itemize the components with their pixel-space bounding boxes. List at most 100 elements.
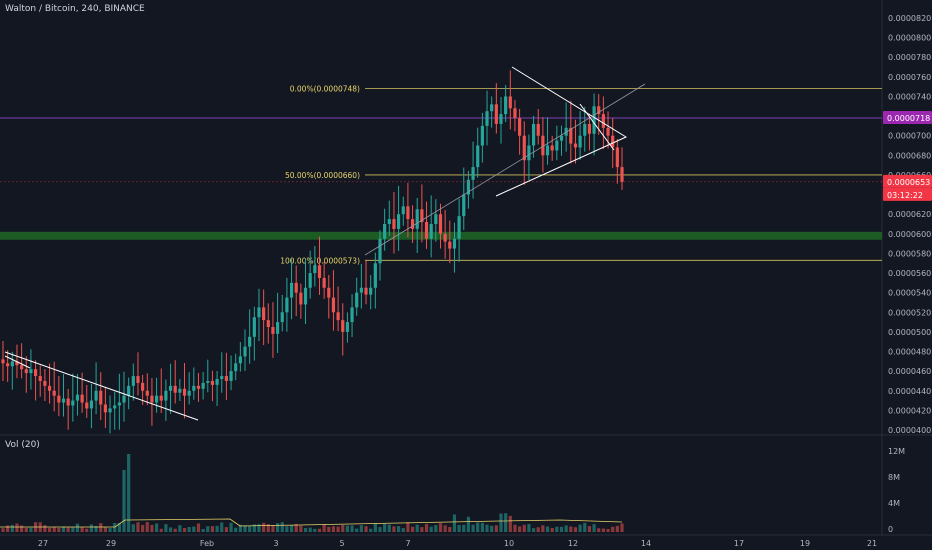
candle-body: [327, 287, 331, 298]
candle-body: [220, 376, 224, 379]
candle-body: [573, 143, 578, 148]
fib-label-f0: 0.00%(0.0000748): [290, 85, 360, 94]
volume-bar: [215, 525, 219, 532]
volume-bar: [429, 526, 433, 532]
volume-bar: [29, 527, 33, 532]
candle-body: [122, 395, 126, 403]
candle-body: [369, 287, 373, 295]
volume-bar: [220, 522, 224, 532]
downtrend-line-upper: [4, 355, 31, 369]
volume-bar: [141, 524, 145, 532]
price-tick-label: 0.0000500: [888, 328, 931, 337]
candle-body: [620, 167, 624, 182]
candle-body: [583, 123, 587, 136]
volume-bar: [66, 527, 70, 532]
candle-body: [61, 398, 66, 403]
price-axis[interactable]: 0.0000820 0.0000800 0.0000780 0.0000760 0.00…: [888, 14, 931, 435]
volume-bar: [527, 524, 531, 532]
volume-ma-line: [0, 518, 623, 528]
volume-bar: [322, 524, 326, 532]
candle-body: [508, 96, 512, 109]
time-tick-label: 17: [734, 539, 744, 548]
volume-bar: [52, 527, 56, 532]
volume-bar: [80, 527, 84, 532]
candle-body: [168, 385, 173, 391]
candle-body: [480, 125, 484, 146]
candle-body: [47, 385, 52, 391]
time-tick-label: Feb: [200, 539, 214, 548]
candle-body: [313, 265, 317, 274]
time-axis[interactable]: 27 29 Feb 3 5 7 10 12 14 17 19 21: [38, 539, 877, 548]
volume-bar: [578, 524, 582, 532]
candle-body: [578, 135, 582, 148]
candle-body: [33, 369, 38, 377]
candle-body: [415, 209, 419, 229]
candle-body: [294, 282, 298, 293]
price-tick-label: 0.0000460: [888, 367, 931, 376]
volume-bar: [592, 524, 596, 532]
time-tick-label: 3: [273, 539, 278, 548]
candle-body: [113, 405, 117, 409]
candle-body: [131, 376, 135, 386]
volume-bar: [178, 525, 182, 532]
volume-bar: [75, 523, 80, 532]
candle-body: [285, 297, 289, 313]
volume-bars: [0, 454, 624, 532]
candle-body: [397, 214, 401, 229]
volume-bar: [424, 524, 429, 532]
fib-trend-line: [364, 83, 646, 256]
candle-body: [29, 369, 33, 374]
volume-bar: [541, 525, 545, 532]
candle-body: [173, 385, 177, 393]
volume-bar: [303, 527, 308, 532]
volume-bar: [369, 528, 373, 532]
volume-bar: [480, 522, 484, 532]
candle-body: [159, 395, 163, 401]
volume-bar: [536, 527, 540, 532]
volume-bar: [15, 523, 19, 532]
volume-bar: [587, 526, 592, 532]
volume-bar: [378, 527, 382, 532]
last-price-badge-bg: [883, 174, 932, 188]
candle-body: [71, 400, 75, 406]
candle-body: [75, 394, 80, 401]
volume-bar: [159, 528, 163, 532]
volume-bar: [583, 522, 587, 532]
volume-bar: [406, 522, 410, 532]
volume-tick-label: 8M: [888, 473, 900, 482]
volume-bar: [187, 527, 191, 532]
candle-body: [452, 238, 457, 249]
candle-body: [108, 408, 112, 413]
candle-body: [164, 390, 168, 401]
volume-bar: [131, 524, 135, 532]
volume-bar: [392, 526, 396, 532]
volume-bar: [466, 516, 471, 532]
volume-bar: [168, 527, 173, 532]
volume-bar: [99, 523, 103, 532]
candle-body: [471, 167, 475, 180]
candle-body: [154, 395, 159, 403]
volume-bar: [43, 525, 47, 532]
candle-body: [210, 380, 215, 385]
price-badges: 0.0000718 0.0000653 03:12:22: [0, 111, 932, 201]
candle-body: [531, 123, 536, 146]
volume-bar: [127, 454, 131, 532]
volume-bar: [289, 525, 294, 532]
volume-bar: [573, 527, 578, 532]
volume-bar: [192, 526, 196, 532]
candle-body: [406, 206, 410, 220]
volume-bar: [555, 526, 559, 532]
volume-bar: [210, 526, 215, 532]
volume-bar: [504, 513, 508, 532]
candle-body: [466, 179, 471, 195]
candle-body: [192, 385, 196, 391]
candle-body: [494, 104, 498, 124]
volume-bar: [136, 522, 140, 532]
volume-bar: [1, 528, 5, 532]
candle-body: [569, 127, 573, 144]
volume-bar: [443, 525, 447, 532]
candle-body: [43, 380, 47, 386]
volume-bar: [490, 525, 494, 532]
volume-bar: [248, 526, 252, 532]
